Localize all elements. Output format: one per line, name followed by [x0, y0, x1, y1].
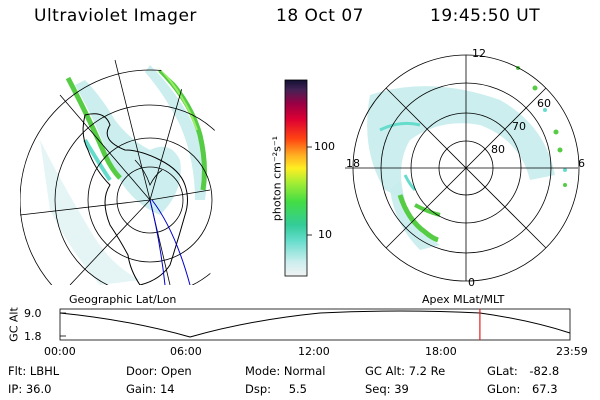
glat-field: GLat: -82.8	[487, 364, 559, 378]
dsp-label: Dsp:	[245, 382, 272, 396]
mode-field: Mode: Normal	[245, 364, 325, 378]
gain-field: Gain: 14	[126, 382, 175, 396]
time-tick-2359: 23:59	[556, 345, 588, 358]
mode-value: Normal	[283, 364, 326, 378]
gc-alt-value: 7.2 Re	[408, 364, 446, 378]
instrument-title: Ultraviolet Imager	[34, 6, 197, 26]
altitude-ytick-max: 9.0	[24, 307, 42, 320]
apex-caption: Apex MLat/MLT	[422, 293, 505, 306]
altitude-axis-label: GC Alt	[7, 307, 21, 342]
altitude-plot	[59, 308, 571, 341]
colorbar	[284, 79, 312, 277]
ip-label: IP:	[8, 382, 23, 396]
lat-label-80: 80	[491, 143, 505, 156]
date-label: 18 Oct 07	[276, 6, 364, 26]
seq-value: 39	[394, 382, 409, 396]
door-value: Open	[160, 364, 192, 378]
time-tick-1200: 12:00	[298, 345, 330, 358]
glon-field: GLon: 67.3	[487, 382, 558, 396]
mode-label: Mode:	[245, 364, 281, 378]
seq-label: Seq:	[365, 382, 391, 396]
seq-field: Seq: 39	[365, 382, 409, 396]
time-tick-0000: 00:00	[44, 345, 76, 358]
glon-label: GLon:	[487, 382, 521, 396]
colorbar-tick-100: 100	[314, 140, 335, 153]
geographic-caption: Geographic Lat/Lon	[69, 293, 177, 306]
gain-label: Gain:	[126, 382, 157, 396]
time-tick-1800: 18:00	[425, 345, 457, 358]
apex-polar-plot	[345, 54, 580, 282]
gc-alt-label: GC Alt:	[365, 364, 406, 378]
dsp-value: 5.5	[288, 382, 307, 396]
glat-value: -82.8	[529, 364, 560, 378]
gain-value: 14	[159, 382, 175, 396]
altitude-ytick-min: 1.8	[24, 330, 42, 343]
mlt-label-6: 6	[578, 157, 585, 170]
gc-alt-field: GC Alt: 7.2 Re	[365, 364, 445, 378]
filter-label: Flt:	[8, 364, 27, 378]
door-field: Door: Open	[126, 364, 192, 378]
glon-value: 67.3	[531, 382, 558, 396]
geographic-map	[20, 59, 215, 285]
lat-label-60: 60	[537, 97, 551, 110]
time-tick-0600: 06:00	[170, 345, 202, 358]
door-label: Door:	[126, 364, 158, 378]
colorbar-units-label: photon cm⁻²s⁻¹	[270, 135, 284, 222]
mlt-label-18: 18	[346, 157, 360, 170]
ip-field: IP: 36.0	[8, 382, 51, 396]
mlt-label-12: 12	[472, 47, 486, 60]
filter-field: Flt: LBHL	[8, 364, 59, 378]
dsp-field: Dsp: 5.5	[245, 382, 307, 396]
mlt-label-0: 0	[468, 276, 475, 289]
lat-label-70: 70	[512, 120, 526, 133]
filter-value: LBHL	[29, 364, 60, 378]
time-label: 19:45:50 UT	[430, 6, 541, 26]
ip-value: 36.0	[25, 382, 52, 396]
glat-label: GLat:	[487, 364, 518, 378]
colorbar-tick-10: 10	[318, 228, 332, 241]
